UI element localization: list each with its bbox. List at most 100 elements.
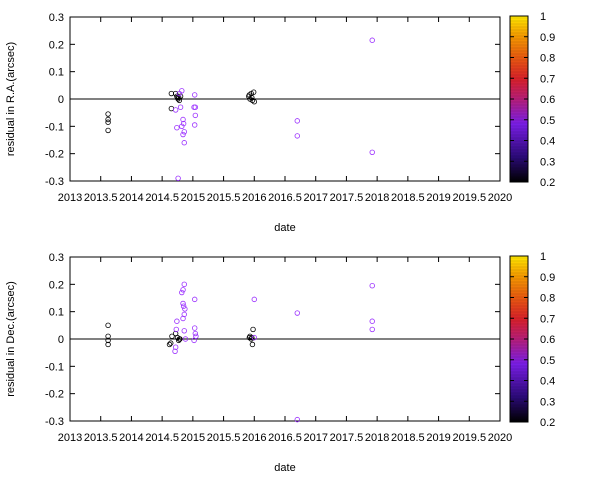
colorbar-tick-label: 0.6 xyxy=(540,334,555,346)
colorbar xyxy=(510,16,528,182)
data-point xyxy=(179,289,185,296)
y-tick-label: -0.3 xyxy=(45,416,64,428)
data-point xyxy=(180,300,186,307)
x-tick-label: 2015.5 xyxy=(207,192,241,204)
y-tick-label: 0.3 xyxy=(49,12,64,24)
data-point xyxy=(105,333,111,339)
x-tick-label: 2014.5 xyxy=(145,192,179,204)
data-point xyxy=(177,336,183,342)
data-point xyxy=(294,416,300,423)
data-point xyxy=(181,328,187,334)
x-tick-label: 2017.5 xyxy=(330,192,364,204)
data-point xyxy=(168,105,175,112)
data-point xyxy=(246,92,253,98)
data-point xyxy=(105,116,111,123)
data-point xyxy=(192,112,199,119)
y-tick-label: 0.2 xyxy=(49,39,64,51)
data-point xyxy=(369,326,375,333)
data-point xyxy=(181,281,187,288)
colorbar-tick-label: 0.9 xyxy=(540,32,555,44)
colorbar-tick-label: 0.9 xyxy=(540,272,555,284)
y-tick-label: -0.2 xyxy=(45,389,64,401)
colorbar-tick-label: 0.3 xyxy=(540,396,555,408)
data-point xyxy=(369,318,375,324)
colorbar-tick-label: 0.6 xyxy=(540,94,555,106)
data-point xyxy=(179,88,185,94)
y-tick-label: -0.2 xyxy=(45,149,64,161)
colorbar-tick-label: 0.8 xyxy=(540,293,555,305)
colorbar-tick-label: 1 xyxy=(540,11,546,23)
colorbar-tick-label: 0.8 xyxy=(540,53,555,65)
data-point xyxy=(105,111,111,117)
data-point xyxy=(181,140,187,146)
x-tick-label: 2013.5 xyxy=(84,192,118,204)
x-axis-label: date xyxy=(274,222,295,234)
data-point xyxy=(105,119,111,125)
data-point xyxy=(250,326,256,333)
colorbar-tick-label: 0.3 xyxy=(540,156,555,168)
x-tick-label: 2016.5 xyxy=(268,432,302,444)
colorbar-tick-label: 0.4 xyxy=(540,376,555,388)
x-tick-label: 2016 xyxy=(242,432,266,444)
data-point xyxy=(177,104,184,110)
x-tick-label: 2019 xyxy=(426,432,450,444)
x-tick-label: 2017 xyxy=(303,432,327,444)
data-point xyxy=(177,93,184,99)
x-tick-label: 2020 xyxy=(488,192,512,204)
data-point xyxy=(251,334,257,341)
y-tick-label: 0 xyxy=(58,334,64,346)
x-tick-label: 2013 xyxy=(58,192,82,204)
data-point xyxy=(294,133,300,139)
x-tick-label: 2015.5 xyxy=(207,432,241,444)
y-tick-label: -0.1 xyxy=(45,121,64,133)
x-tick-label: 2019.5 xyxy=(452,432,486,444)
data-point xyxy=(173,326,179,333)
y-tick-label: -0.3 xyxy=(45,176,64,188)
y-tick-label: 0.3 xyxy=(49,252,64,264)
y-axis-label: residual in Dec.(arcsec) xyxy=(5,281,17,397)
data-point xyxy=(180,116,186,123)
data-point xyxy=(251,99,257,105)
x-tick-label: 2018.5 xyxy=(391,192,425,204)
data-point xyxy=(174,124,180,131)
data-point xyxy=(174,318,180,324)
y-tick-label: 0 xyxy=(58,94,64,106)
data-point xyxy=(181,129,187,135)
x-tick-label: 2016.5 xyxy=(268,192,302,204)
data-point xyxy=(294,118,300,124)
x-tick-label: 2017.5 xyxy=(330,432,364,444)
data-point xyxy=(294,310,300,316)
data-point xyxy=(192,330,199,337)
x-tick-label: 2014 xyxy=(119,432,143,444)
x-tick-label: 2019.5 xyxy=(452,192,486,204)
data-point xyxy=(172,344,179,350)
data-point xyxy=(192,104,199,110)
x-tick-label: 2020 xyxy=(488,432,512,444)
colorbar-tick-label: 0.7 xyxy=(540,73,555,85)
colorbar-tick-label: 0.2 xyxy=(540,177,555,189)
x-tick-label: 2014 xyxy=(119,192,143,204)
x-axis-label: date xyxy=(274,462,295,474)
data-point xyxy=(180,287,186,293)
data-point xyxy=(250,89,257,95)
data-point xyxy=(369,37,375,43)
data-point xyxy=(105,337,111,344)
x-tick-label: 2014.5 xyxy=(145,432,179,444)
x-tick-label: 2018 xyxy=(365,192,389,204)
data-point xyxy=(191,122,198,128)
data-point xyxy=(251,296,257,303)
data-point xyxy=(249,334,255,341)
colorbar-tick-label: 0.7 xyxy=(540,313,555,325)
x-tick-label: 2013 xyxy=(58,432,82,444)
data-point xyxy=(168,340,174,346)
data-point xyxy=(180,131,186,138)
data-point xyxy=(191,325,198,331)
colorbar-tick-label: 1 xyxy=(540,251,546,263)
x-tick-label: 2016 xyxy=(242,192,266,204)
data-point xyxy=(369,149,375,155)
colorbar xyxy=(510,256,528,422)
data-point xyxy=(180,303,187,309)
data-point xyxy=(169,333,175,339)
